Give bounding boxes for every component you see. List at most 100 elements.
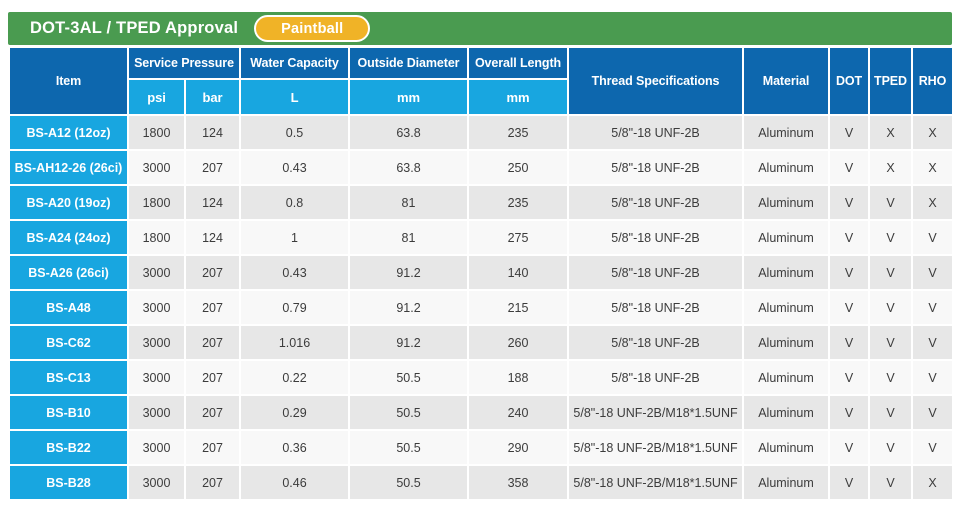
cell-thread-specifications: 5/8"-18 UNF-2B [567, 184, 744, 221]
cell-bar: 124 [184, 114, 241, 151]
cell-material: Aluminum [742, 219, 830, 256]
table-row: BS-C62 3000 207 1.016 91.2 260 5/8"-18 UNF-2B A… [8, 324, 954, 361]
table-row: BS-A12 (12oz) 1800 124 0.5 63.8 235 5/8"-18 UN… [8, 114, 954, 151]
cell-tped-approval: V [868, 429, 913, 466]
cell-psi: 3000 [127, 464, 186, 501]
table-row: BS-B22 3000 207 0.36 50.5 290 5/8"-18 UNF-2B/M… [8, 429, 954, 466]
cell-water-capacity: 0.22 [239, 359, 350, 396]
cell-item: BS-B28 [8, 464, 129, 501]
col-header-dot: DOT [828, 46, 870, 116]
cell-outside-diameter: 63.8 [348, 149, 469, 186]
cell-overall-length: 275 [467, 219, 569, 256]
cell-psi: 1800 [127, 219, 186, 256]
cell-rho-approval: X [911, 184, 954, 221]
banner: DOT-3AL / TPED Approval Paintball [8, 12, 952, 45]
page-title: DOT-3AL / TPED Approval [30, 19, 239, 37]
cell-psi: 3000 [127, 254, 186, 291]
cell-outside-diameter: 63.8 [348, 114, 469, 151]
table-body: BS-A12 (12oz) 1800 124 0.5 63.8 235 5/8"-18 UN… [8, 114, 954, 501]
cell-material: Aluminum [742, 289, 830, 326]
table-header: Item Service Pressure Water Capacity Out… [8, 46, 954, 116]
table-row: BS-A20 (19oz) 1800 124 0.8 81 235 5/8"-18 UNF-… [8, 184, 954, 221]
col-header-item: Item [8, 46, 129, 116]
cell-outside-diameter: 50.5 [348, 429, 469, 466]
cell-material: Aluminum [742, 429, 830, 466]
col-header-overall-length: Overall Length [467, 46, 569, 80]
cell-item: BS-A48 [8, 289, 129, 326]
cell-tped-approval: V [868, 464, 913, 501]
cell-dot-approval: V [828, 149, 870, 186]
cell-water-capacity: 0.29 [239, 394, 350, 431]
cell-bar: 207 [184, 254, 241, 291]
cell-thread-specifications: 5/8"-18 UNF-2B/M18*1.5UNF [567, 394, 744, 431]
table-row: BS-AH12-26 (26ci) 3000 207 0.43 63.8 250 5/8"-… [8, 149, 954, 186]
cell-thread-specifications: 5/8"-18 UNF-2B/M18*1.5UNF [567, 429, 744, 466]
cell-rho-approval: X [911, 149, 954, 186]
cell-overall-length: 260 [467, 324, 569, 361]
col-header-material: Material [742, 46, 830, 116]
cell-bar: 124 [184, 219, 241, 256]
cell-rho-approval: V [911, 429, 954, 466]
cell-item: BS-AH12-26 (26ci) [8, 149, 129, 186]
cell-bar: 207 [184, 289, 241, 326]
cell-rho-approval: V [911, 359, 954, 396]
cell-outside-diameter: 81 [348, 184, 469, 221]
cell-outside-diameter: 50.5 [348, 464, 469, 501]
spec-table: Item Service Pressure Water Capacity Out… [8, 46, 954, 501]
table-row: BS-B28 3000 207 0.46 50.5 358 5/8"-18 UNF-2B/M… [8, 464, 954, 501]
cell-item: BS-A26 (26ci) [8, 254, 129, 291]
cell-outside-diameter: 91.2 [348, 289, 469, 326]
cell-rho-approval: V [911, 219, 954, 256]
cell-overall-length: 250 [467, 149, 569, 186]
cell-thread-specifications: 5/8"-18 UNF-2B [567, 254, 744, 291]
cell-overall-length: 188 [467, 359, 569, 396]
cell-bar: 207 [184, 324, 241, 361]
cell-water-capacity: 0.36 [239, 429, 350, 466]
cell-material: Aluminum [742, 254, 830, 291]
cell-dot-approval: V [828, 359, 870, 396]
cell-overall-length: 235 [467, 114, 569, 151]
col-header-water-capacity: Water Capacity [239, 46, 350, 80]
cell-outside-diameter: 91.2 [348, 324, 469, 361]
cell-tped-approval: V [868, 184, 913, 221]
unit-header-bar: bar [184, 78, 241, 116]
cell-tped-approval: V [868, 394, 913, 431]
cell-tped-approval: V [868, 254, 913, 291]
cell-rho-approval: V [911, 394, 954, 431]
cell-rho-approval: V [911, 289, 954, 326]
header-row-main: Item Service Pressure Water Capacity Out… [8, 46, 954, 116]
col-header-tped: TPED [868, 46, 913, 116]
cell-overall-length: 358 [467, 464, 569, 501]
cell-tped-approval: V [868, 219, 913, 256]
cell-item: BS-C13 [8, 359, 129, 396]
cell-dot-approval: V [828, 394, 870, 431]
cell-tped-approval: X [868, 149, 913, 186]
cell-bar: 207 [184, 394, 241, 431]
cell-bar: 207 [184, 359, 241, 396]
cell-item: BS-B22 [8, 429, 129, 466]
table-row: BS-B10 3000 207 0.29 50.5 240 5/8"-18 UNF-2B/M… [8, 394, 954, 431]
col-header-service-pressure: Service Pressure [127, 46, 241, 80]
cell-item: BS-A24 (24oz) [8, 219, 129, 256]
cell-outside-diameter: 81 [348, 219, 469, 256]
cell-item: BS-A20 (19oz) [8, 184, 129, 221]
cell-rho-approval: X [911, 464, 954, 501]
cell-rho-approval: V [911, 254, 954, 291]
cell-thread-specifications: 5/8"-18 UNF-2B/M18*1.5UNF [567, 464, 744, 501]
col-header-outside-diameter: Outside Diameter [348, 46, 469, 80]
cell-dot-approval: V [828, 464, 870, 501]
cell-item: BS-B10 [8, 394, 129, 431]
cell-psi: 3000 [127, 324, 186, 361]
table-row: BS-A24 (24oz) 1800 124 1 81 275 5/8"-18 UNF-2B… [8, 219, 954, 256]
header-row-units: psi bar L mm mm [9, 78, 953, 116]
cell-dot-approval: V [828, 324, 870, 361]
cell-rho-approval: X [911, 114, 954, 151]
cell-material: Aluminum [742, 149, 830, 186]
unit-header-diameter-mm: mm [348, 78, 469, 116]
cell-overall-length: 290 [467, 429, 569, 466]
cell-water-capacity: 0.46 [239, 464, 350, 501]
cell-outside-diameter: 50.5 [348, 394, 469, 431]
cell-thread-specifications: 5/8"-18 UNF-2B [567, 114, 744, 151]
cell-tped-approval: V [868, 324, 913, 361]
